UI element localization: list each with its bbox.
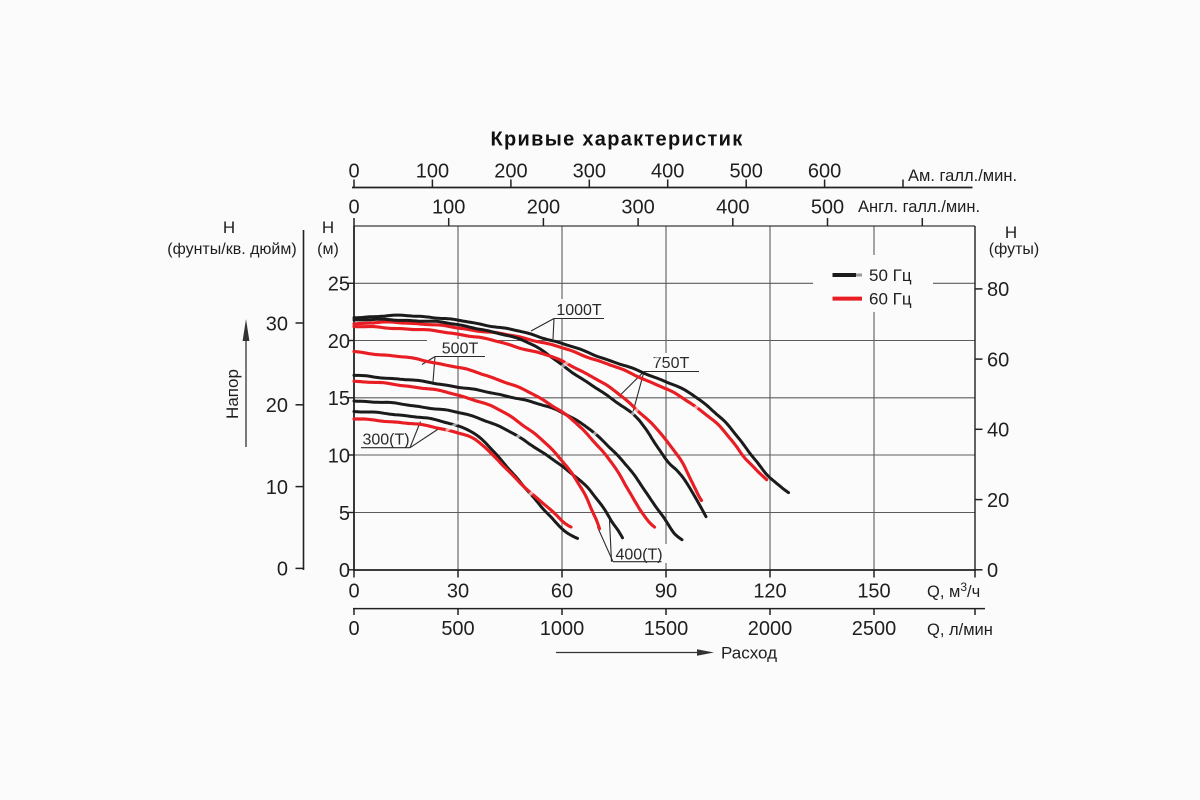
svg-text:Англ. галл./мин.: Англ. галл./мин. [858,198,980,216]
svg-text:Н: Н [1005,223,1017,242]
svg-text:500: 500 [441,618,474,640]
svg-text:Ам. галл./мин.: Ам. галл./мин. [908,167,1017,185]
svg-text:0: 0 [348,197,359,219]
svg-text:(фунты/кв. дюйм): (фунты/кв. дюйм) [167,241,296,258]
svg-text:300: 300 [573,161,606,183]
svg-text:15: 15 [328,388,350,410]
svg-text:0: 0 [339,560,350,582]
svg-text:0: 0 [348,161,359,183]
svg-text:25: 25 [328,274,350,296]
svg-text:100: 100 [416,161,449,183]
svg-text:0: 0 [277,559,288,581]
svg-text:30: 30 [266,313,288,335]
svg-text:80: 80 [987,279,1009,301]
svg-text:50 Гц: 50 Гц [869,266,912,285]
svg-text:Кривые характеристик: Кривые характеристик [490,129,743,151]
svg-text:400(T): 400(T) [615,547,662,564]
svg-text:60 Гц: 60 Гц [869,290,912,309]
svg-text:400: 400 [716,197,749,219]
svg-text:500T: 500T [442,341,479,358]
svg-text:300(T): 300(T) [362,432,409,449]
svg-text:20: 20 [987,490,1009,512]
svg-text:60: 60 [551,581,573,603]
svg-text:20: 20 [266,395,288,417]
svg-text:Расход: Расход [721,644,777,663]
svg-text:20: 20 [328,331,350,353]
svg-text:Напор: Напор [223,369,242,419]
svg-text:10: 10 [266,477,288,499]
svg-text:(футы): (футы) [989,241,1039,258]
svg-text:150: 150 [857,581,890,603]
svg-text:2500: 2500 [852,618,897,640]
svg-text:90: 90 [655,581,677,603]
svg-text:Н: Н [223,218,235,237]
svg-text:100: 100 [432,197,465,219]
svg-text:1500: 1500 [644,618,689,640]
svg-text:400: 400 [651,161,684,183]
svg-text:10: 10 [328,445,350,467]
svg-text:2000: 2000 [748,618,793,640]
svg-text:60: 60 [987,349,1009,371]
svg-text:0: 0 [348,581,359,603]
svg-text:0: 0 [987,560,998,582]
svg-text:0: 0 [348,618,359,640]
svg-text:200: 200 [527,197,560,219]
svg-text:500: 500 [730,161,763,183]
svg-text:600: 600 [808,161,841,183]
svg-text:300: 300 [621,197,654,219]
svg-text:5: 5 [339,503,350,525]
svg-text:1000: 1000 [540,618,585,640]
svg-text:750T: 750T [653,355,690,372]
svg-text:(м): (м) [317,241,339,258]
svg-text:Н: Н [322,218,334,237]
svg-text:1000T: 1000T [556,302,602,319]
svg-text:30: 30 [447,581,469,603]
svg-text:200: 200 [494,161,527,183]
svg-text:40: 40 [987,420,1009,442]
svg-text:500: 500 [811,197,844,219]
svg-text:120: 120 [753,581,786,603]
svg-text:Q, м3/ч: Q, м3/ч [927,580,980,601]
svg-text:Q, л/мин: Q, л/мин [927,621,993,639]
